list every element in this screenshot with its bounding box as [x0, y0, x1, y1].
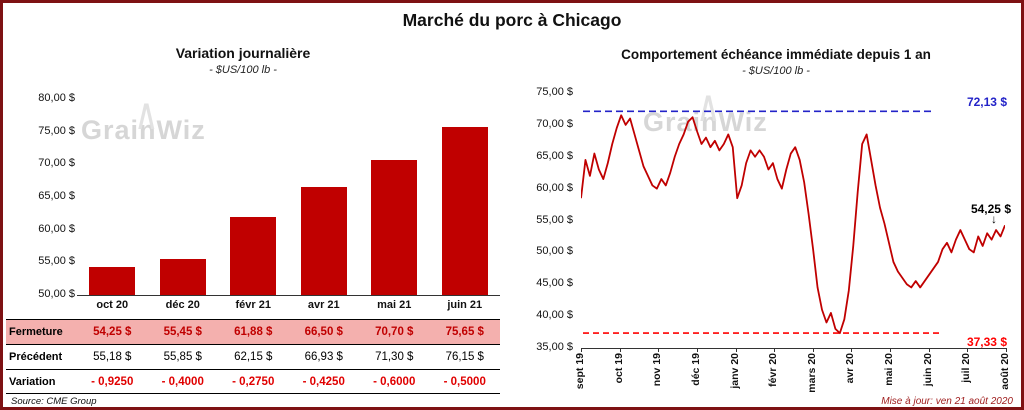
bar-x-axis-label: mai 21	[377, 299, 412, 311]
min-price-label: 37,33 $	[966, 335, 1007, 349]
table-cell: - 0,9250	[91, 375, 134, 388]
table-cell: 54,25 $	[93, 326, 132, 338]
bar	[159, 259, 206, 295]
bar-y-tick-label: 60,00 $	[38, 222, 75, 235]
line-x-axis-label: sept 19	[574, 353, 586, 390]
line-x-axis-label: juin 20	[922, 353, 934, 387]
line-y-tick-label: 35,00 $	[536, 341, 573, 353]
table-cell: 70,70 $	[375, 326, 414, 338]
bar-y-tick-label: 65,00 $	[38, 190, 75, 202]
down-arrow-icon: ↓	[991, 212, 997, 226]
bar-chart-subtitle: - $US/100 lb -	[209, 64, 277, 76]
table-row-label: Fermeture	[9, 326, 63, 338]
line-x-axis-label: oct 19	[613, 353, 625, 384]
table-row: Précédent 55,18 $ 55,85 $ 62,15 $ 66,93 $ 71,…	[6, 344, 500, 369]
bar	[371, 159, 418, 295]
bar-y-tick-label: 80,00 $	[38, 92, 75, 104]
table-cell: 55,45 $	[163, 326, 202, 338]
line-chart-subtitle: - $US/100 lb -	[742, 65, 810, 77]
line-y-tick-label: 45,00 $	[536, 277, 573, 290]
bar-chart-y-axis: 50,00 $ 55,00 $ 60,00 $ 65,00 $ 70,00 $ 75,00…	[5, 3, 75, 407]
max-price-label: 72,13 $	[966, 95, 1007, 109]
table-row: Variation - 0,9250 - 0,4000 - 0,2750 - 0,425…	[6, 369, 500, 394]
line-y-tick-label: 55,00 $	[536, 213, 573, 226]
table-cell: - 0,6000	[373, 375, 416, 388]
table-cell: 55,18 $	[93, 351, 132, 363]
line-x-axis-label: août 20	[999, 353, 1011, 390]
line-x-axis-label: juil 20	[960, 353, 972, 383]
bar-x-axis-label: juin 21	[447, 299, 483, 311]
line-y-tick-label: 50,00 $	[536, 245, 573, 258]
table-row-label: Variation	[9, 375, 56, 388]
updated-note: Mise à jour: ven 21 août 2020	[881, 396, 1013, 407]
price-table: Fermeture 54,25 $ 55,45 $ 61,88 $ 66,50 $ 70,…	[6, 319, 500, 394]
table-cell: - 0,5000	[443, 375, 486, 388]
watermark-peak-icon: ∧	[695, 80, 723, 132]
table-row-label: Précédent	[9, 351, 63, 363]
bar	[230, 217, 277, 295]
bar-slot	[218, 99, 289, 295]
bar	[89, 267, 136, 295]
bar-y-tick-label: 70,00 $	[38, 157, 75, 170]
line-y-tick-label: 60,00 $	[536, 181, 573, 194]
line-y-tick-label: 75,00 $	[536, 86, 573, 98]
bar-chart-title: Variation journalière	[175, 45, 311, 61]
line-x-axis-label: mai 20	[883, 353, 895, 386]
bar-slot	[359, 99, 430, 295]
grainwiz-watermark: ∧ GrainWiz	[643, 80, 768, 138]
grainwiz-watermark: ∧ GrainWiz	[81, 88, 206, 146]
bar-x-axis-label: déc 20	[165, 299, 200, 311]
bar-slot	[430, 99, 501, 295]
line-x-axis-label: févr 20	[767, 353, 779, 387]
line-x-axis-label: mars 20	[806, 353, 818, 393]
table-cell: 61,88 $	[234, 326, 273, 338]
line-chart-plot-area	[581, 110, 1005, 335]
line-x-axis-label: nov 19	[651, 353, 663, 387]
table-cell: - 0,2750	[232, 375, 275, 388]
last-price-label: 54,25 $	[970, 202, 1011, 216]
bar-x-axis-label: févr 21	[235, 299, 271, 311]
bar-slot	[77, 99, 148, 295]
watermark-text: GrainWiz	[81, 115, 206, 145]
table-cell: 66,93 $	[304, 351, 343, 363]
table-row: Fermeture 54,25 $ 55,45 $ 61,88 $ 66,50 $ 70,…	[6, 319, 500, 344]
bar-y-tick-label: 55,00 $	[38, 255, 75, 268]
bar-x-axis-label: avr 21	[307, 299, 340, 311]
price-line-series	[581, 114, 1005, 335]
bar-y-tick-label: 75,00 $	[38, 124, 75, 137]
line-chart-title: Comportement échéance immédiate depuis 1…	[621, 47, 931, 62]
bar-slot	[148, 99, 219, 295]
bar-chart-x-axis-labels: oct 20 déc 20 févr 21 avr 21 mai 21 juin 21	[77, 299, 500, 311]
watermark-peak-icon: ∧	[133, 88, 161, 140]
table-cell: 55,85 $	[163, 351, 202, 363]
line-x-axis-label: déc 19	[690, 353, 702, 386]
table-cell: - 0,4000	[161, 375, 204, 388]
bar-chart-plot-area	[77, 99, 500, 295]
table-cell: 71,30 $	[375, 351, 414, 363]
table-cell: 76,15 $	[445, 351, 484, 363]
line-x-axis-label: janv 20	[729, 353, 741, 389]
table-cell: 66,50 $	[304, 326, 343, 338]
bar-slot	[289, 99, 360, 295]
source-note: Source: CME Group	[11, 396, 97, 407]
line-chart-x-axis-line	[581, 348, 1006, 349]
bar-chart-x-axis-line	[77, 295, 500, 296]
table-cell: - 0,4250	[302, 375, 345, 388]
line-x-axis-label: avr 20	[844, 353, 856, 384]
bar-x-axis-label: oct 20	[96, 299, 129, 311]
line-y-tick-label: 65,00 $	[536, 149, 573, 162]
line-y-tick-label: 40,00 $	[536, 309, 573, 322]
table-cell: 62,15 $	[234, 351, 273, 363]
line-y-tick-label: 70,00 $	[536, 117, 573, 130]
bar	[441, 127, 488, 295]
table-cell: 75,65 $	[445, 326, 484, 338]
bar-y-tick-label: 50,00 $	[38, 288, 75, 300]
page-title: Marché du porc à Chicago	[402, 10, 622, 30]
line-chart-y-axis: 35,00 $ 40,00 $ 45,00 $ 50,00 $ 55,00 $ 60,00…	[507, 3, 573, 407]
bar	[300, 187, 347, 295]
